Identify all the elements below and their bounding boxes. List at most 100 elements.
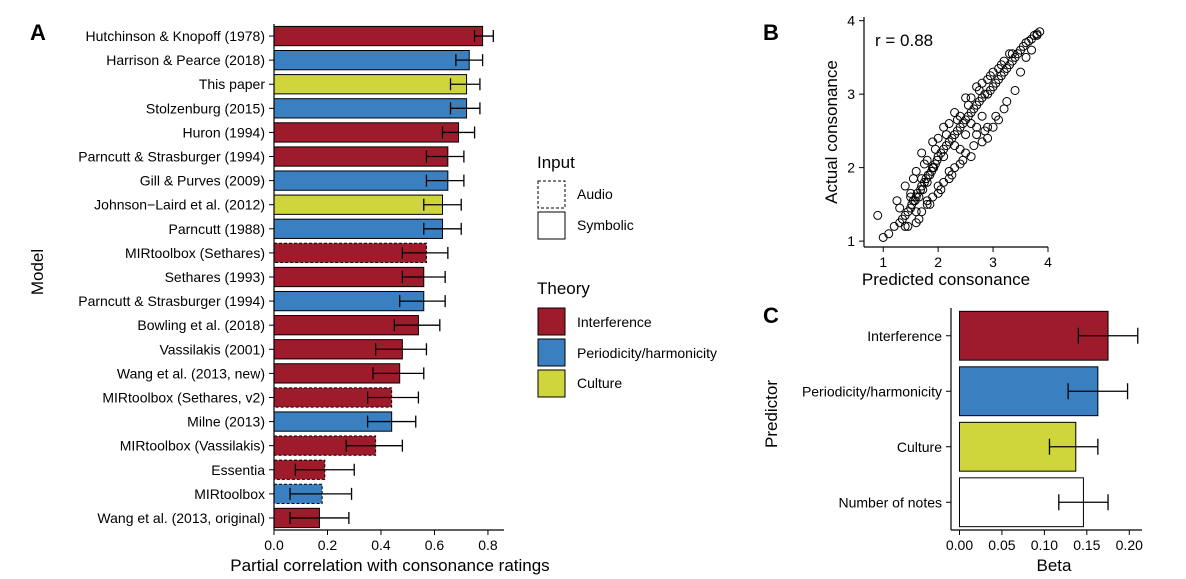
category-label-1: Harrison & Pearce (2018): [106, 52, 265, 68]
scatter-point-133: [917, 174, 927, 184]
panel-b-axes: 1 2 3 4 1 2 3 4: [847, 13, 1052, 270]
panel-c-error-bars: [1048, 327, 1139, 511]
y-tick-label-0: 1: [847, 233, 855, 249]
scatter-point-142: [966, 119, 976, 129]
scatter-point-85: [1005, 49, 1015, 59]
scatter-point-67: [903, 221, 913, 231]
category-label-9: MIRtoolbox (Sethares): [125, 245, 265, 261]
category-label-15: MIRtoolbox (Sethares, v2): [102, 389, 265, 405]
bar-4-huron-1994: [273, 122, 460, 143]
scatter-point-135: [928, 163, 938, 173]
y-tick-label-2: 3: [847, 86, 855, 102]
panel-b-y-axis-label: Actual consonance: [822, 60, 841, 204]
y-tick-label-3: 4: [847, 13, 855, 29]
scatter-point-110: [928, 137, 938, 147]
panel-c-bars: [958, 310, 1109, 528]
bar-2-this-paper: [273, 74, 468, 95]
scatter-point-71: [928, 192, 938, 202]
category-label-5: Parncutt & Strasburger (1994): [78, 149, 265, 165]
category-label-19: MIRtoolbox: [194, 486, 265, 502]
panel-a-axes: 0.0 0.2 0.4 0.6 0.8: [264, 24, 504, 553]
scatter-point-66: [892, 196, 902, 206]
category-label-11: Parncutt & Strasburger (1994): [78, 293, 265, 309]
category-label-4: Huron (1994): [183, 124, 266, 140]
scatter-point-68: [911, 166, 921, 176]
bar-3-stolzenburg-2015: [273, 98, 468, 119]
scatter-point-128: [1032, 30, 1042, 40]
scatter-point-140: [955, 144, 965, 154]
scatter-point-137: [939, 152, 949, 162]
panel-b-correlation-annotation: r = 0.88: [875, 31, 933, 50]
scatter-point-74: [944, 119, 954, 129]
category-label-12: Bowling et al. (2018): [137, 317, 265, 333]
panel-a-bar-chart: Hutchinson & Knopoff (1978) Harrison & Pe…: [28, 24, 550, 575]
scatter-point-112: [939, 122, 949, 132]
x-tick-label-1: 2: [934, 254, 942, 270]
scatter-point-131: [906, 188, 916, 198]
scatter-point-88: [919, 159, 929, 169]
scatter-point-97: [969, 141, 979, 151]
legend-audio-swatch: [537, 180, 566, 209]
scatter-point-80: [977, 78, 987, 88]
category-label-20: Wang et al. (2013, original): [97, 510, 265, 526]
category-label-18: Essentia: [211, 462, 265, 478]
panel-a-x-axis-label: Partial correlation with consonance rati…: [230, 556, 549, 575]
bar-1-harrison-pearce-2018: [273, 50, 470, 71]
scatter-point-72: [933, 133, 943, 143]
scatter-point-122: [994, 63, 1004, 73]
panel-b-x-axis-label: Predicted consonance: [862, 270, 1030, 289]
bar-10-sethares-1993: [273, 266, 425, 288]
scatter-point-59: [1024, 36, 1034, 46]
category-label-2: Culture: [897, 439, 942, 455]
scatter-point-118: [972, 82, 982, 92]
category-label-0: Hutchinson & Knopoff (1978): [85, 28, 265, 44]
bar-5-parncutt-strasburger-1994: [273, 146, 449, 167]
category-label-6: Gill & Purves (2009): [140, 173, 265, 189]
scatter-point-106: [906, 192, 916, 202]
category-label-1: Periodicity/harmonicity: [802, 383, 942, 399]
legend-audio-label: Audio: [577, 186, 613, 202]
category-label-16: Milne (2013): [187, 414, 265, 430]
x-tick-label-3: 4: [1044, 254, 1052, 270]
panel-b-scatter-plot: 1 2 3 4 1 2 3 4 r = 0.88 Predicted consonance A…: [822, 13, 1052, 289]
scatter-point-136: [933, 181, 943, 191]
scatter-point-75: [950, 163, 960, 173]
legend-symbolic-swatch: [537, 211, 566, 240]
category-label-10: Sethares (1993): [165, 269, 265, 285]
scatter-point-90: [930, 144, 940, 154]
scatter-point-104: [1007, 49, 1017, 59]
x-tick-label-0: 0.00: [946, 537, 973, 553]
x-tick-label-3: 0.15: [1073, 537, 1100, 553]
panel-label-a: A: [30, 20, 46, 45]
scatter-point-119: [977, 137, 987, 147]
scatter-point-73: [939, 177, 949, 187]
scatter-point-92: [941, 130, 951, 140]
panel-a-y-axis-label: Model: [28, 249, 47, 295]
panel-c-category-labels: Interference Periodicity/harmonicity Cultu…: [802, 328, 942, 511]
scatter-point-129: [895, 203, 905, 213]
panel-label-b: B: [763, 20, 779, 45]
scatter-point-145: [983, 133, 993, 143]
scatter-point-138: [944, 166, 954, 176]
scatter-point-113: [944, 174, 954, 184]
x-tick-label-1: 0.05: [988, 537, 1015, 553]
category-label-14: Wang et al. (2013, new): [117, 365, 265, 381]
bar-8-parncutt-1988: [273, 218, 443, 239]
legend-symbolic-label: Symbolic: [577, 217, 634, 233]
scatter-point-65: [878, 232, 888, 242]
x-tick-label-2: 0.10: [1031, 537, 1058, 553]
legend-interference-swatch: [537, 307, 566, 336]
legend-culture-swatch: [537, 369, 566, 398]
scatter-point-130: [900, 221, 910, 231]
legend-periodicity-label: Periodicity/harmonicity: [577, 345, 717, 361]
scatter-point-64: [873, 210, 883, 220]
category-label-3: Stolzenburg (2015): [146, 100, 265, 116]
scatter-point-123: [999, 104, 1009, 114]
panel-c-x-axis-label: Beta: [1037, 556, 1073, 575]
x-tick-label-2: 3: [989, 254, 997, 270]
legend-periodicity-swatch: [537, 338, 566, 367]
scatter-point-101: [991, 111, 1001, 121]
panel-c-y-axis-label: Predictor: [762, 380, 781, 448]
scatter-point-126: [1021, 52, 1031, 62]
